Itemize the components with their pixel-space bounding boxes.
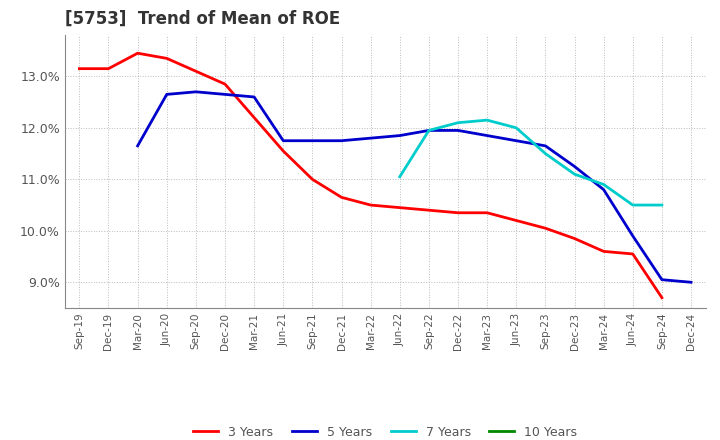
3 Years: [599, 249, 608, 254]
5 Years: [366, 136, 375, 141]
Text: [5753]  Trend of Mean of ROE: [5753] Trend of Mean of ROE: [65, 10, 340, 28]
5 Years: [629, 233, 637, 238]
5 Years: [337, 138, 346, 143]
3 Years: [512, 218, 521, 223]
3 Years: [570, 236, 579, 241]
3 Years: [657, 295, 666, 301]
5 Years: [599, 187, 608, 192]
3 Years: [395, 205, 404, 210]
3 Years: [366, 202, 375, 208]
7 Years: [395, 174, 404, 180]
3 Years: [541, 226, 550, 231]
7 Years: [599, 182, 608, 187]
3 Years: [337, 194, 346, 200]
3 Years: [104, 66, 113, 71]
5 Years: [425, 128, 433, 133]
5 Years: [250, 94, 258, 99]
Legend: 3 Years, 5 Years, 7 Years, 10 Years: 3 Years, 5 Years, 7 Years, 10 Years: [188, 421, 582, 440]
5 Years: [657, 277, 666, 282]
5 Years: [192, 89, 200, 95]
7 Years: [483, 117, 492, 123]
7 Years: [541, 151, 550, 156]
7 Years: [512, 125, 521, 131]
3 Years: [279, 148, 287, 154]
5 Years: [220, 92, 229, 97]
5 Years: [395, 133, 404, 138]
5 Years: [570, 164, 579, 169]
5 Years: [512, 138, 521, 143]
7 Years: [629, 202, 637, 208]
3 Years: [629, 251, 637, 257]
7 Years: [425, 128, 433, 133]
5 Years: [133, 143, 142, 149]
3 Years: [483, 210, 492, 216]
3 Years: [133, 51, 142, 56]
Line: 5 Years: 5 Years: [138, 92, 691, 282]
3 Years: [75, 66, 84, 71]
5 Years: [163, 92, 171, 97]
7 Years: [657, 202, 666, 208]
3 Years: [163, 56, 171, 61]
3 Years: [308, 177, 317, 182]
Line: 7 Years: 7 Years: [400, 120, 662, 205]
7 Years: [570, 172, 579, 177]
5 Years: [483, 133, 492, 138]
5 Years: [454, 128, 462, 133]
3 Years: [220, 81, 229, 87]
3 Years: [454, 210, 462, 216]
5 Years: [687, 280, 696, 285]
5 Years: [541, 143, 550, 149]
7 Years: [454, 120, 462, 125]
3 Years: [250, 115, 258, 120]
3 Years: [192, 69, 200, 74]
5 Years: [279, 138, 287, 143]
3 Years: [425, 208, 433, 213]
Line: 3 Years: 3 Years: [79, 53, 662, 298]
5 Years: [308, 138, 317, 143]
